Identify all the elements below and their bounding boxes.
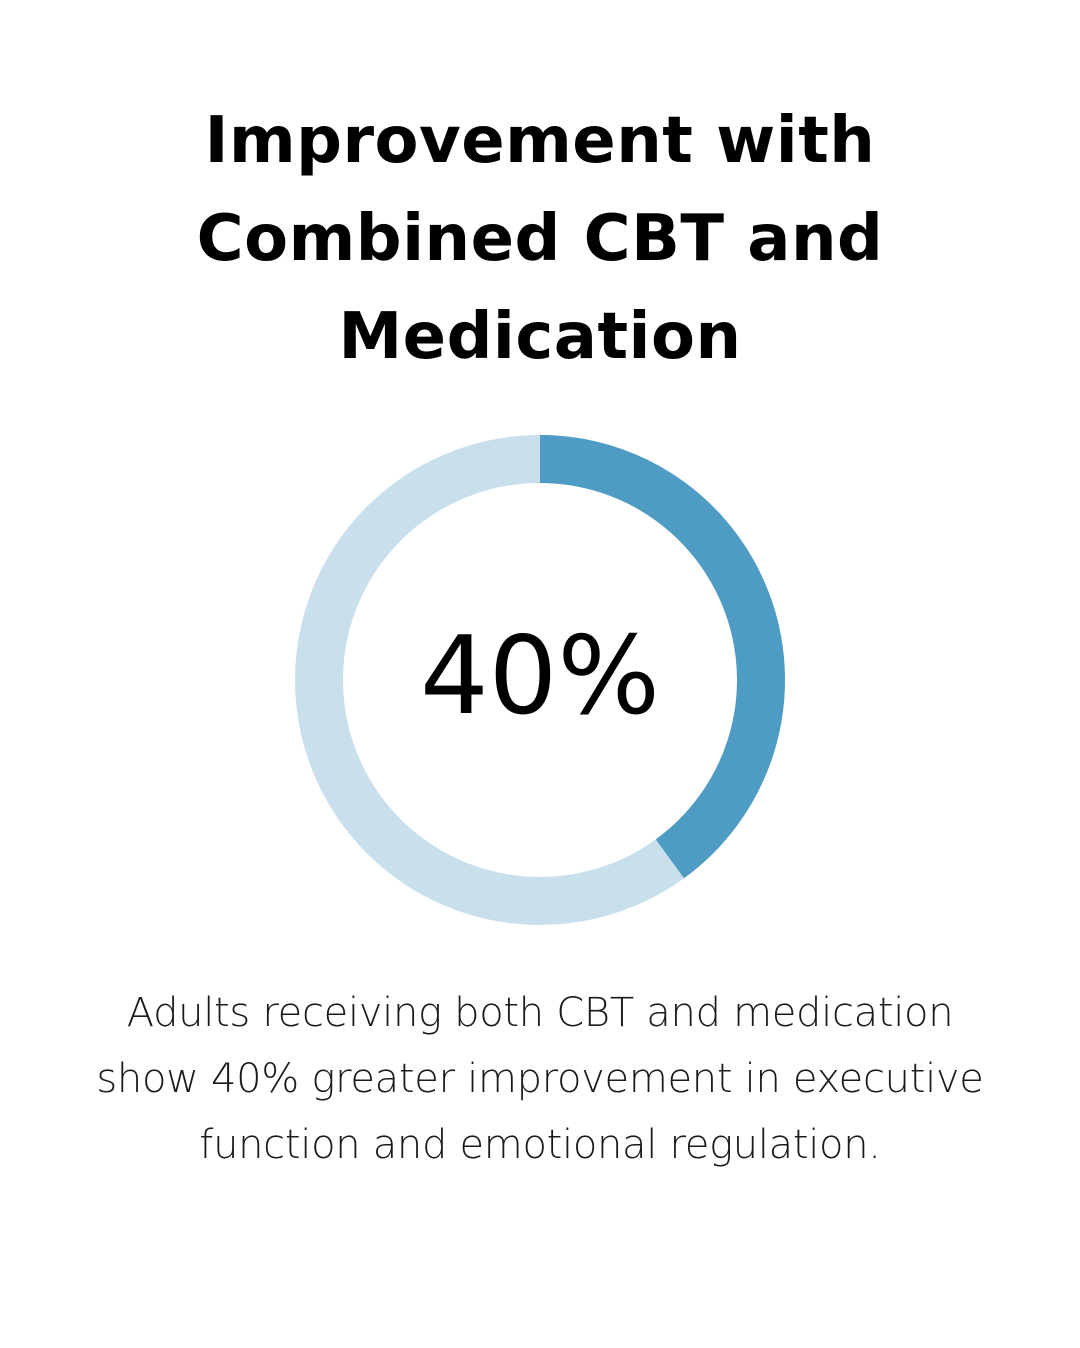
center-percentage: 40% [419, 614, 661, 739]
title-line-3: Medication [338, 300, 742, 374]
caption-line-1: Adults receiving both CBT and medication [126, 990, 954, 1036]
caption-line-2: show 40% greater improvement in executiv… [96, 1056, 984, 1102]
chart-title: Improvement with Combined CBT and Medica… [120, 92, 960, 386]
title-line-1: Improvement with [204, 104, 876, 178]
caption-line-3: function and emotional regulation. [199, 1122, 881, 1168]
donut-chart: 40% [290, 430, 790, 930]
caption: Adults receiving both CBT and medication… [40, 980, 1040, 1178]
donut-value-arc [539, 435, 785, 879]
title-line-2: Combined CBT and [196, 202, 884, 276]
donut-svg [295, 435, 785, 925]
